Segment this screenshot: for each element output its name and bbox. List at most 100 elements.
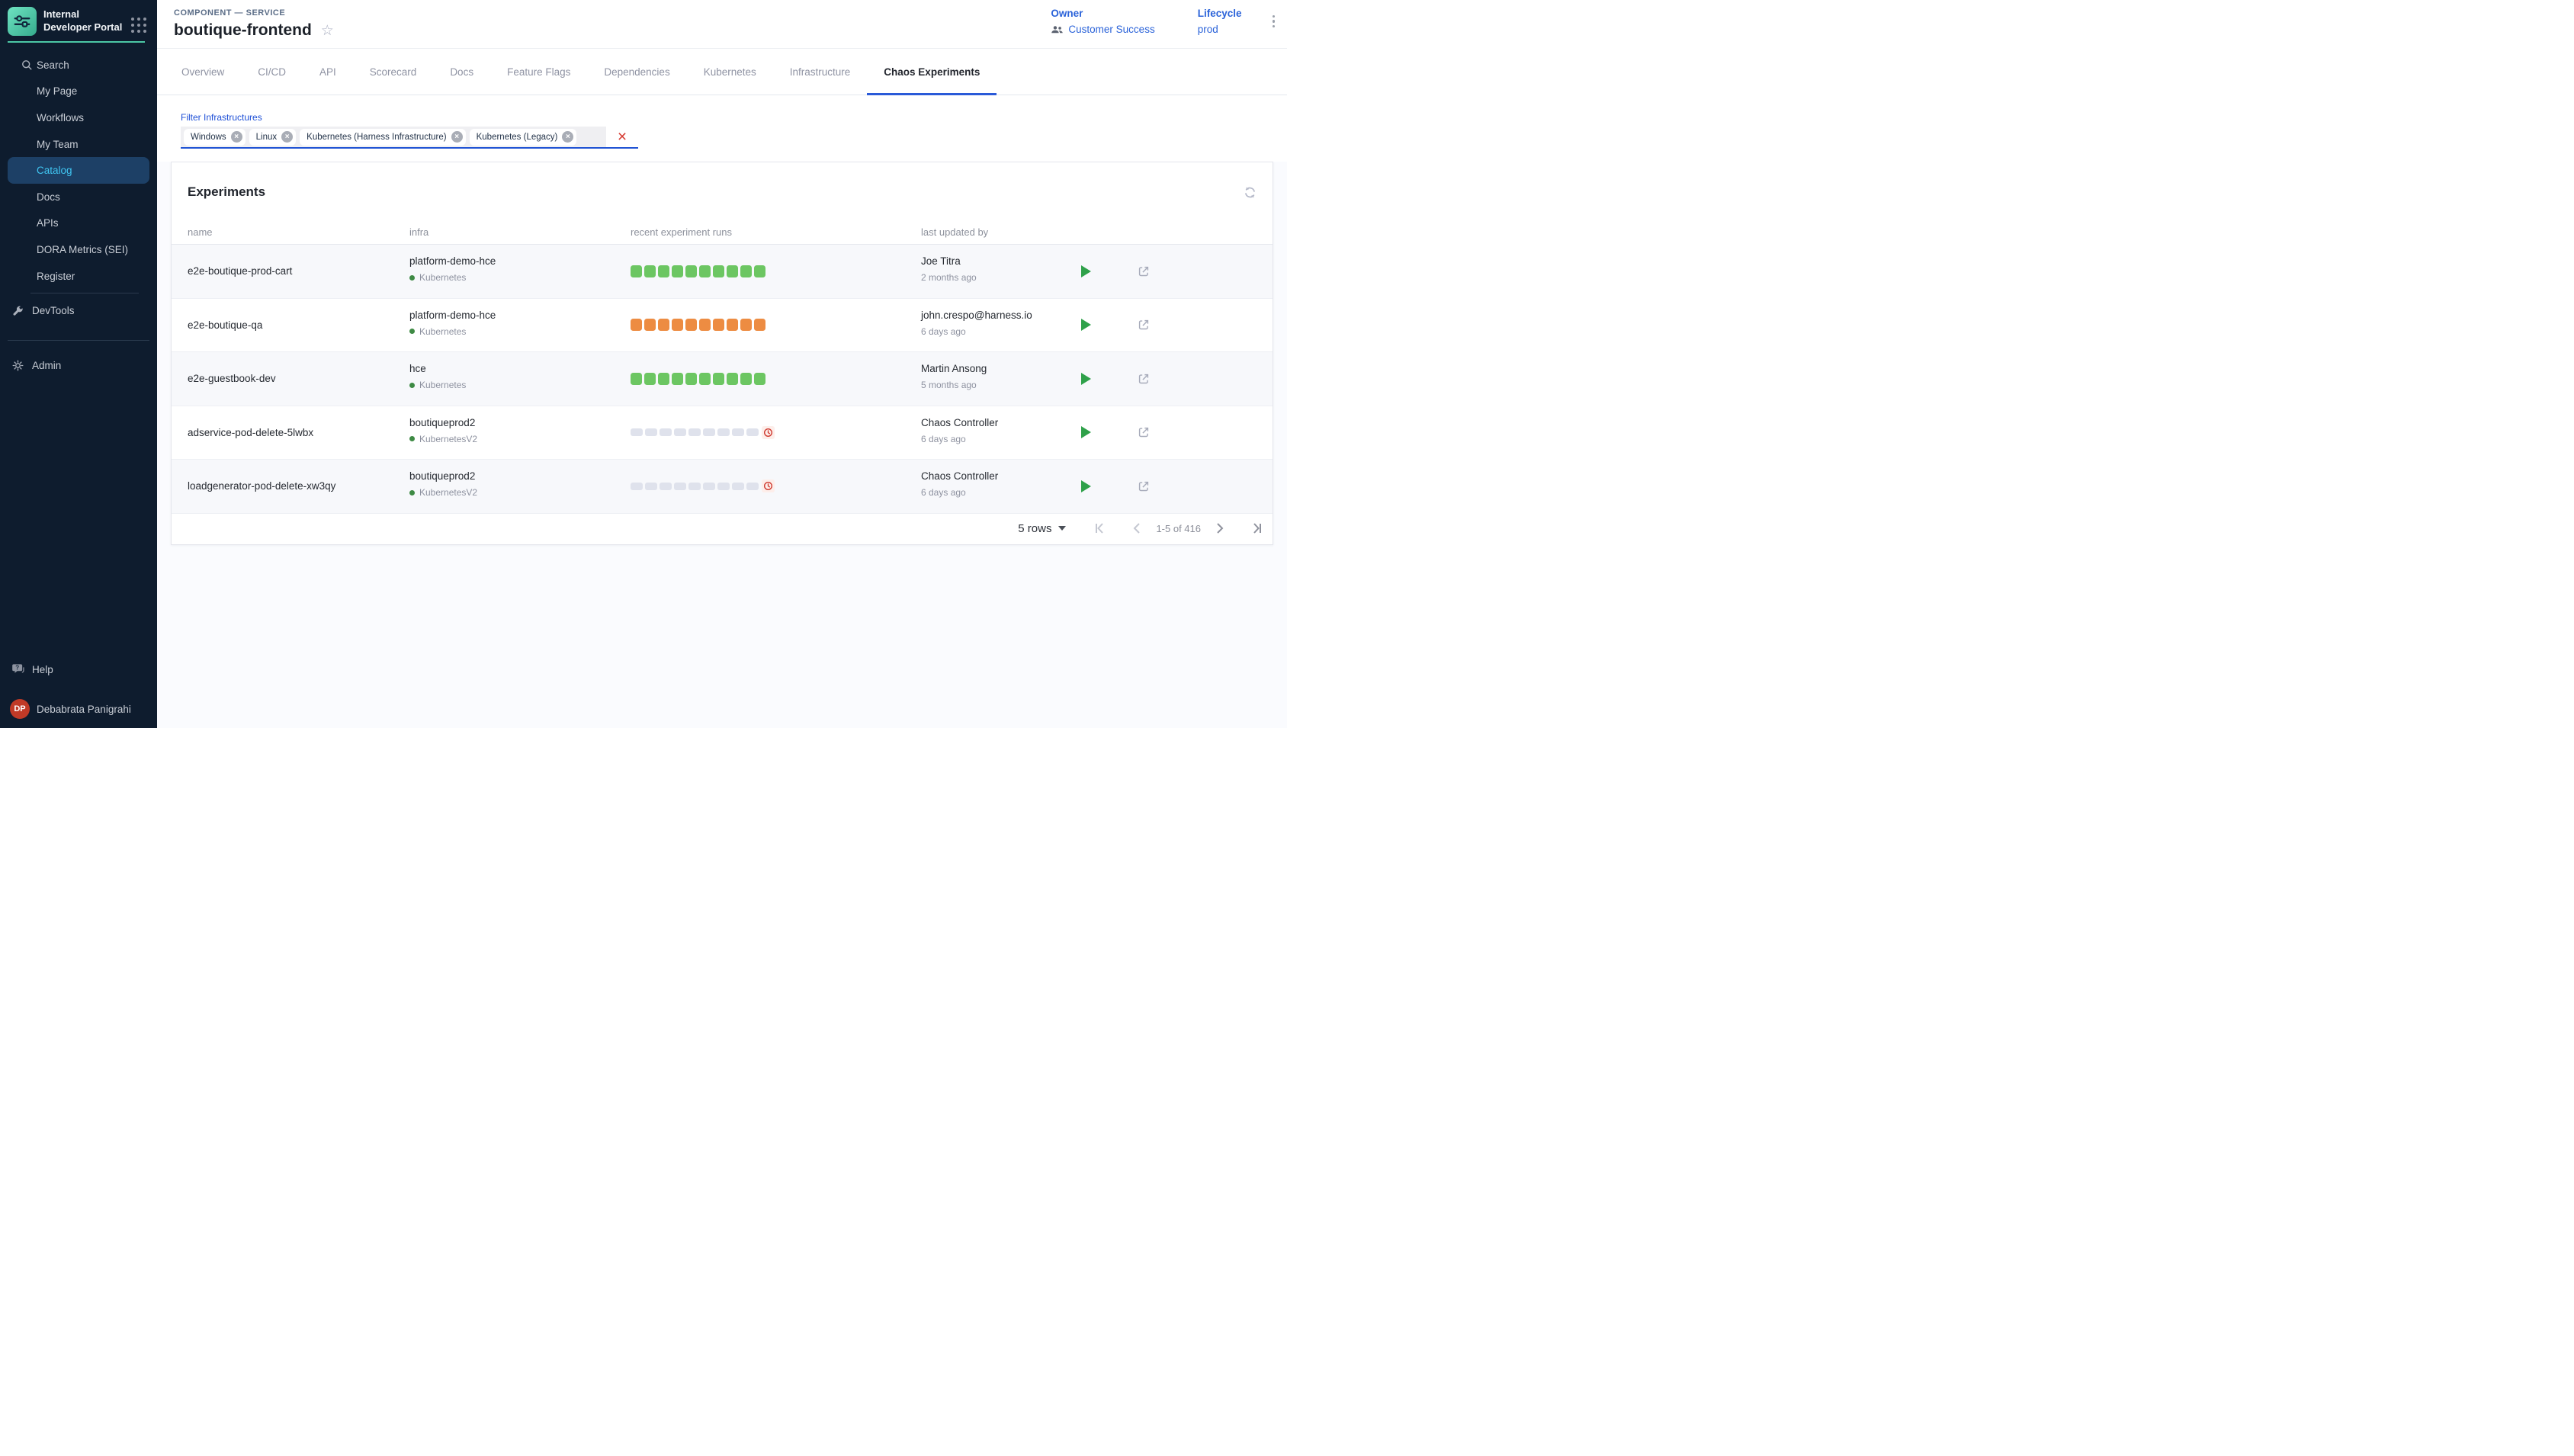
tab-chaos-experiments[interactable]: Chaos Experiments	[867, 49, 997, 95]
sidebar-item-my-page[interactable]: My Page	[0, 79, 157, 105]
filter-chip[interactable]: Linux ×	[249, 128, 297, 146]
tab-kubernetes[interactable]: Kubernetes	[703, 66, 756, 78]
next-page-button[interactable]	[1216, 523, 1224, 534]
run-status-square	[727, 372, 738, 385]
run-status-square	[699, 265, 711, 277]
sidebar-item-catalog[interactable]: Catalog	[8, 157, 149, 184]
filter-chip[interactable]: Kubernetes (Legacy) ×	[469, 128, 577, 146]
open-experiment-button[interactable]	[1134, 422, 1154, 442]
filter-chip[interactable]: Kubernetes (Harness Infrastructure) ×	[300, 128, 466, 146]
app-window: Internal Developer Portal Search My Page W…	[0, 0, 1287, 728]
sidebar-item-admin[interactable]: Admin	[0, 352, 157, 379]
tab-ci-cd[interactable]: CI/CD	[258, 66, 287, 78]
updated-at: 6 days ago	[921, 487, 966, 498]
user-menu[interactable]: DP Debabrata Panigrahi	[0, 696, 157, 722]
open-experiment-button[interactable]	[1134, 315, 1154, 335]
recent-runs-cell	[631, 299, 768, 352]
table-row[interactable]: adservice-pod-delete-5lwbx boutiqueprod2…	[172, 406, 1273, 460]
run-status-square	[658, 372, 669, 385]
infra-cell: boutiqueprod2 KubernetesV2	[409, 470, 477, 498]
open-experiment-button[interactable]	[1134, 476, 1154, 496]
run-status-square	[644, 319, 656, 332]
filter-section: Filter Infrastructures Windows × Linux × Kub…	[157, 95, 1287, 162]
open-in-new-icon	[1138, 266, 1149, 276]
open-in-new-icon	[1138, 374, 1149, 383]
filter-infrastructures-label[interactable]: Filter Infrastructures	[181, 112, 262, 123]
tab-overview[interactable]: Overview	[181, 66, 225, 78]
play-icon	[1080, 319, 1091, 332]
chip-remove-icon[interactable]: ×	[281, 131, 294, 143]
tab-infrastructure[interactable]: Infrastructure	[789, 66, 851, 78]
sidebar-item-docs[interactable]: Docs	[0, 184, 157, 210]
rows-per-page-value: 5 rows	[1018, 521, 1052, 535]
sidebar-item-apis[interactable]: APIs	[0, 210, 157, 237]
table-row[interactable]: e2e-guestbook-dev hce Kubernetes Martin …	[172, 352, 1273, 406]
gear-icon	[11, 359, 24, 372]
previous-page-button[interactable]	[1133, 523, 1141, 534]
help-button[interactable]: ? Help	[0, 656, 157, 682]
user-name: Debabrata Panigrahi	[37, 703, 131, 715]
filter-chip[interactable]: Windows ×	[184, 128, 246, 146]
run-experiment-button[interactable]	[1076, 315, 1096, 335]
svg-text:?: ?	[15, 665, 19, 672]
pagination: 5 rows 1-5 of 416	[172, 512, 1273, 544]
experiment-name: e2e-guestbook-dev	[188, 373, 276, 385]
sidebar-item-devtools[interactable]: DevTools	[0, 297, 157, 324]
sidebar-item-workflows[interactable]: Workflows	[0, 104, 157, 131]
sidebar-item-my-team[interactable]: My Team	[0, 131, 157, 158]
open-experiment-button[interactable]	[1134, 369, 1154, 389]
clear-filters-icon[interactable]: ×	[606, 127, 638, 147]
play-icon	[1080, 265, 1091, 277]
run-experiment-button[interactable]	[1076, 369, 1096, 389]
apps-grid-icon[interactable]	[131, 18, 146, 33]
tab-docs[interactable]: Docs	[450, 66, 474, 78]
sidebar-item-label: DORA Metrics (SEI)	[37, 243, 129, 255]
updated-cell: Chaos Controller 6 days ago	[921, 417, 998, 444]
run-status-square	[732, 482, 744, 490]
kebab-menu-icon[interactable]	[1272, 14, 1275, 29]
experiment-name: e2e-boutique-qa	[188, 319, 263, 331]
column-header-recent-runs: recent experiment runs	[631, 226, 732, 238]
sidebar-item-register[interactable]: Register	[0, 263, 157, 290]
sidebar-item-label: DevTools	[32, 305, 75, 317]
run-status-square	[746, 428, 759, 437]
run-status-square	[740, 372, 752, 385]
run-experiment-button[interactable]	[1076, 422, 1096, 442]
chip-remove-icon[interactable]: ×	[230, 131, 242, 143]
favorite-star-icon[interactable]: ☆	[320, 22, 334, 39]
updated-cell: Martin Ansong 5 months ago	[921, 363, 987, 390]
tab-feature-flags[interactable]: Feature Flags	[507, 66, 571, 78]
open-experiment-button[interactable]	[1134, 261, 1154, 281]
rows-per-page-select[interactable]: 5 rows	[1018, 521, 1067, 535]
chip-remove-icon[interactable]: ×	[451, 131, 463, 143]
run-status-square	[631, 372, 642, 385]
run-status-square	[644, 265, 656, 277]
run-status-square	[631, 265, 642, 277]
chip-remove-icon[interactable]: ×	[562, 131, 574, 143]
refresh-icon[interactable]	[1243, 185, 1257, 202]
infra-name: platform-demo-hce	[409, 255, 496, 267]
run-experiment-button[interactable]	[1076, 261, 1096, 281]
filter-chip-label: Linux	[255, 132, 278, 142]
infra-cell: platform-demo-hce Kubernetes	[409, 309, 496, 337]
owner-link[interactable]: Customer Success	[1068, 24, 1155, 35]
chevron-down-icon	[1058, 526, 1067, 531]
first-page-button[interactable]	[1095, 523, 1104, 534]
last-page-button[interactable]	[1253, 523, 1262, 534]
table-row[interactable]: loadgenerator-pod-delete-xw3qy boutiquep…	[172, 460, 1273, 514]
experiment-name: loadgenerator-pod-delete-xw3qy	[188, 480, 336, 492]
experiments-card: Experiments name infra recent experiment…	[171, 162, 1273, 545]
tab-scorecard[interactable]: Scorecard	[369, 66, 417, 78]
sidebar-item-search[interactable]: Search	[0, 52, 157, 79]
run-status-square	[672, 319, 683, 332]
table-row[interactable]: e2e-boutique-qa platform-demo-hce Kubern…	[172, 298, 1273, 352]
table-row[interactable]: e2e-boutique-prod-cart platform-demo-hce…	[172, 245, 1273, 299]
run-experiment-button[interactable]	[1076, 476, 1096, 496]
tab-api[interactable]: API	[319, 66, 336, 78]
run-status-square	[703, 428, 715, 437]
tab-dependencies[interactable]: Dependencies	[604, 66, 670, 78]
filter-chip-label: Kubernetes (Harness Infrastructure)	[307, 132, 447, 142]
run-pending-tile	[762, 425, 775, 439]
sidebar-item-dora-metrics-sei-[interactable]: DORA Metrics (SEI)	[0, 236, 157, 263]
infrastructure-filter-input[interactable]: Windows × Linux × Kubernetes (Harness Infras…	[181, 127, 638, 149]
